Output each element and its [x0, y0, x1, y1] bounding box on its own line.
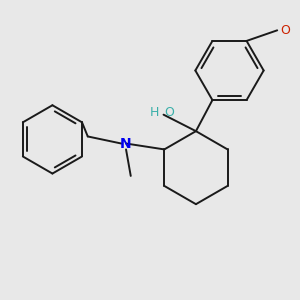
Text: N: N [120, 136, 132, 151]
Text: O: O [165, 106, 175, 119]
Text: H: H [149, 106, 159, 119]
Text: O: O [280, 24, 290, 37]
